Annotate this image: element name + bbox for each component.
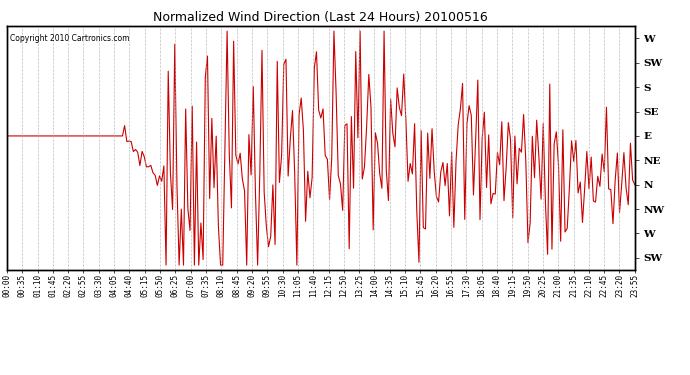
Title: Normalized Wind Direction (Last 24 Hours) 20100516: Normalized Wind Direction (Last 24 Hours… [153,11,489,24]
Text: Copyright 2010 Cartronics.com: Copyright 2010 Cartronics.com [10,34,130,43]
